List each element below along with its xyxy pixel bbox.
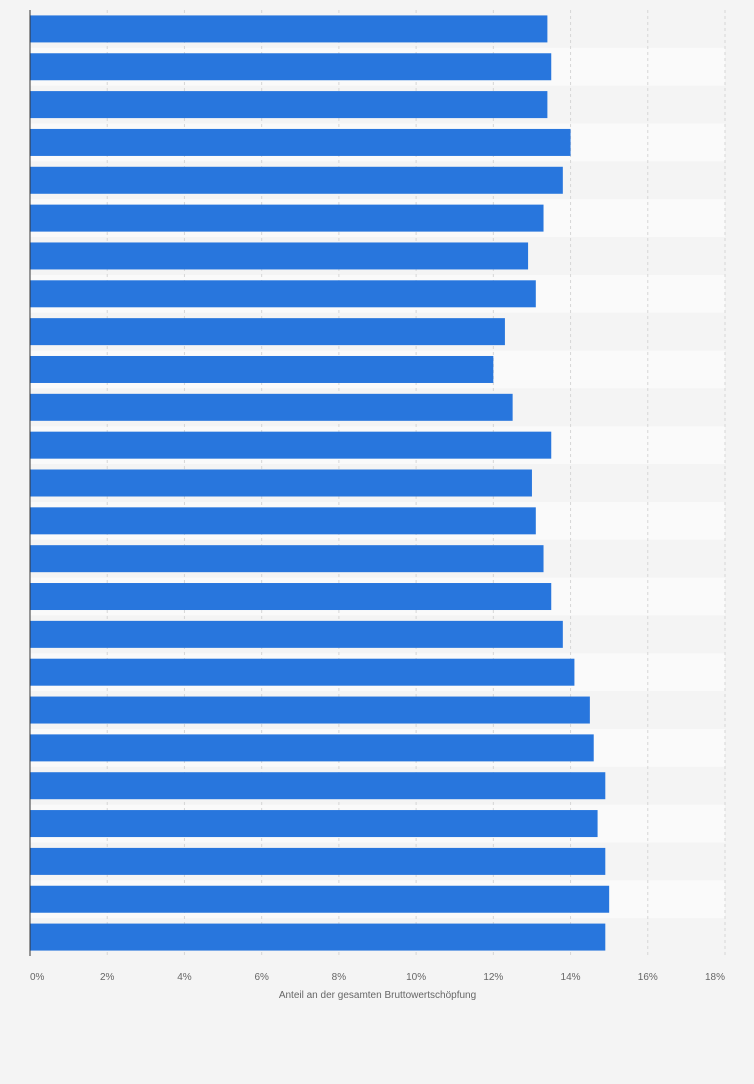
bar [30, 431, 552, 459]
x-tick-label: 10% [406, 972, 426, 983]
bar [30, 166, 563, 194]
bar [30, 15, 548, 43]
bar [30, 53, 552, 81]
bar [30, 923, 606, 951]
bar [30, 885, 610, 913]
bar [30, 318, 505, 346]
bar [30, 393, 513, 421]
x-tick-label: 2% [100, 972, 115, 983]
x-tick-label: 6% [254, 972, 269, 983]
x-tick-label: 0% [30, 972, 45, 983]
bar [30, 204, 544, 232]
bar [30, 280, 536, 308]
bar-series [30, 15, 610, 951]
x-axis-label: Anteil an der gesamten Bruttowertschöpfu… [279, 990, 476, 1001]
bar [30, 507, 536, 535]
bar [30, 847, 606, 875]
bar [30, 128, 571, 156]
bar [30, 355, 494, 383]
x-tick-label: 14% [561, 972, 581, 983]
x-tick-label: 16% [638, 972, 658, 983]
bar [30, 658, 575, 686]
x-tick-label: 18% [705, 972, 725, 983]
bar [30, 545, 544, 573]
bar [30, 91, 548, 119]
bar [30, 696, 590, 724]
x-tick-labels: 0% 2% 4% 6% 8% 10% 12% 14% 16% 18% [30, 972, 725, 983]
bar [30, 734, 594, 762]
x-tick-label: 12% [483, 972, 503, 983]
bar [30, 242, 529, 270]
x-tick-label: 4% [177, 972, 192, 983]
x-tick-label: 8% [332, 972, 347, 983]
bar [30, 583, 552, 611]
bar [30, 810, 598, 838]
bar [30, 772, 606, 800]
bar [30, 620, 563, 648]
bar [30, 469, 532, 497]
